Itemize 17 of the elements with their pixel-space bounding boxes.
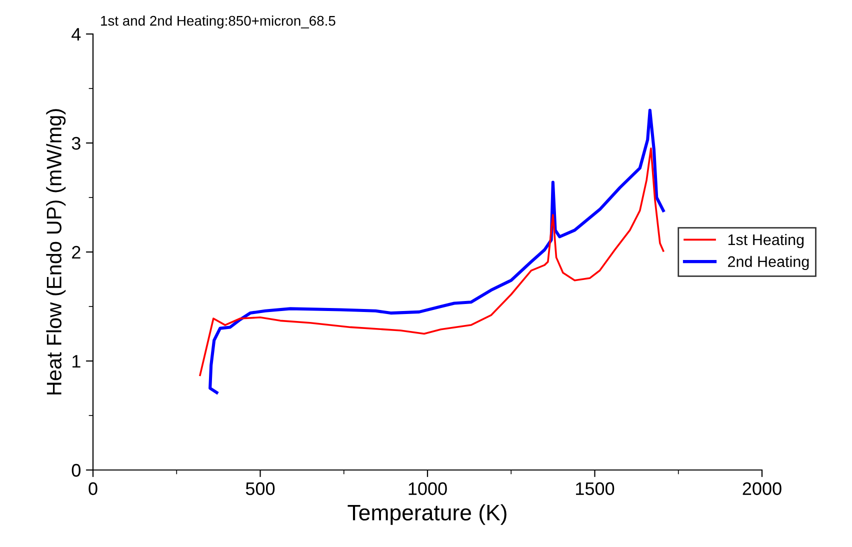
y-tick-label: 3: [72, 136, 80, 150]
legend-label: 2nd Heating: [728, 256, 809, 270]
line-series: [199, 148, 664, 376]
x-tick-label: 2000: [742, 482, 782, 496]
x-tick-label: 1000: [408, 482, 447, 496]
chart-title: 1st and 2nd Heating:850+micron_68.5: [101, 16, 336, 28]
y-axis-title: Heat Flow (Endo UP) (mW/mg): [46, 109, 66, 394]
x-tick-label: 0: [88, 482, 98, 496]
x-axis-title: Temperature (K): [348, 504, 506, 525]
y-tick-label: 4: [72, 28, 81, 41]
line-series: [208, 108, 665, 394]
y-tick-label: 1: [72, 355, 80, 368]
x-tick-label: 1500: [576, 482, 614, 496]
y-tick-label: 0: [72, 464, 80, 477]
x-tick-label: 500: [246, 482, 275, 496]
y-tick-label: 2: [72, 246, 80, 259]
legend-label: 1st Heating: [728, 234, 804, 248]
